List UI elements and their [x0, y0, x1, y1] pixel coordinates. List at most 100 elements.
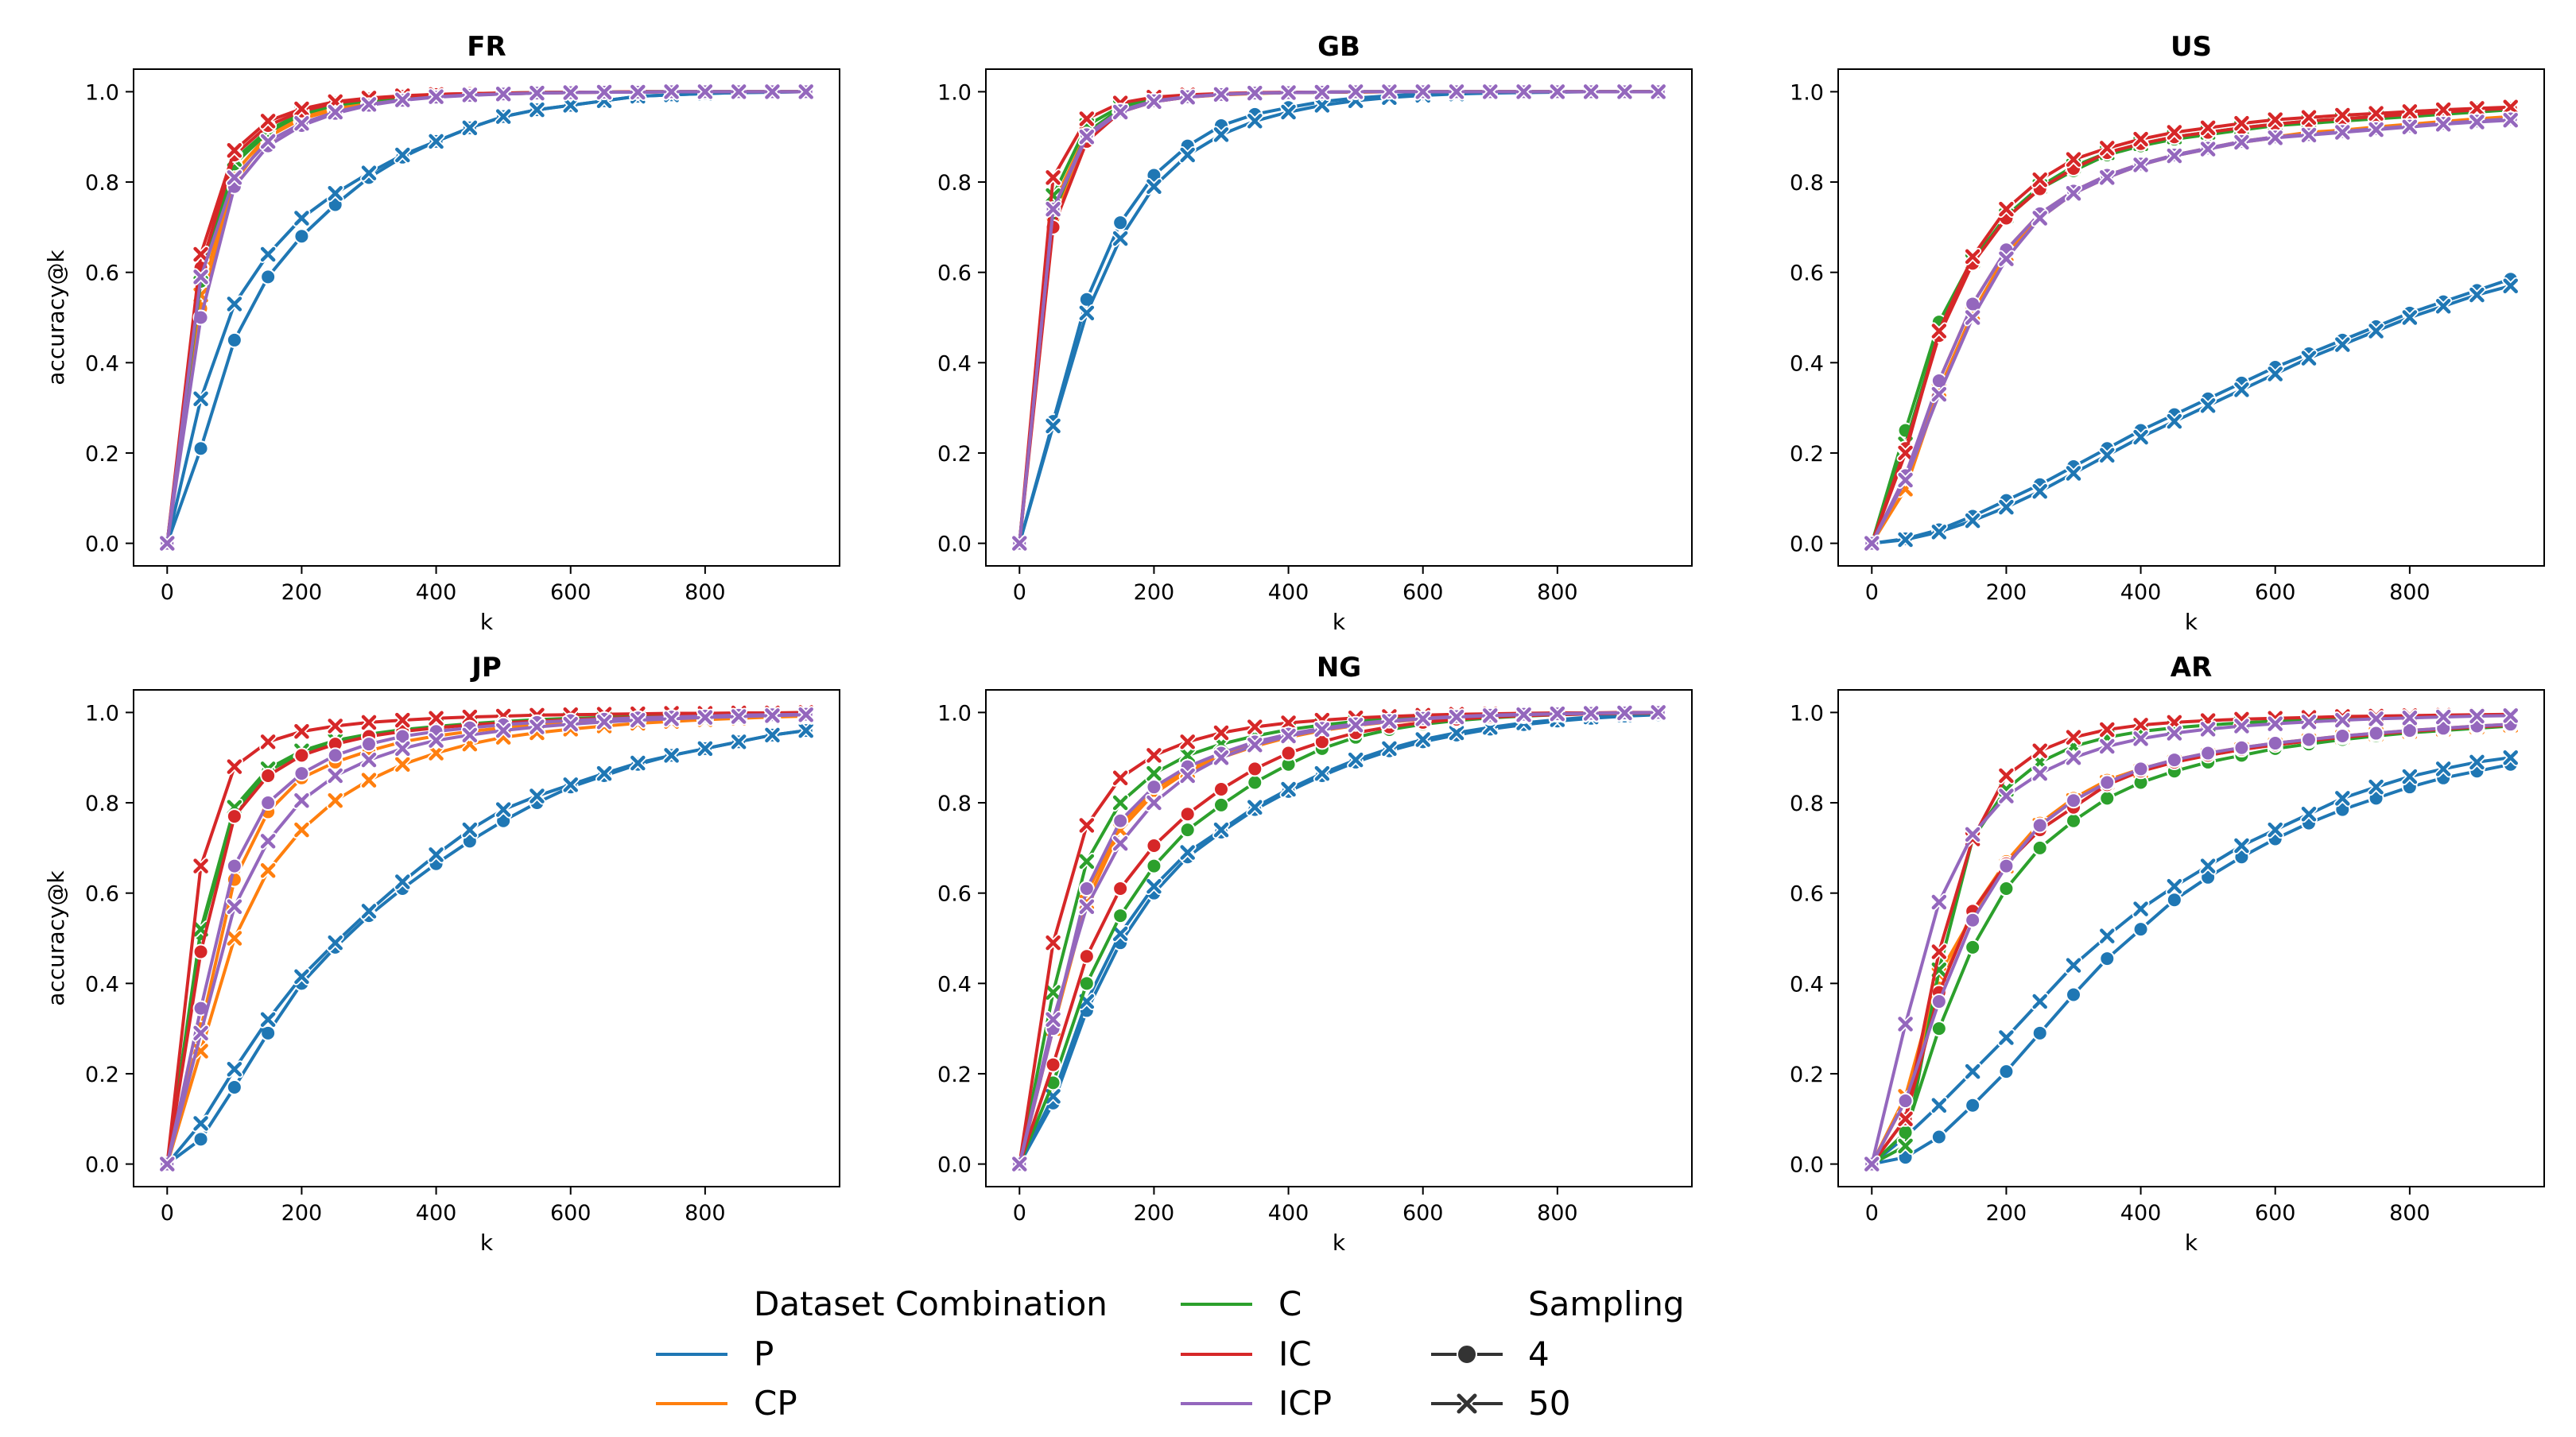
x-tick-label-ar-800: 800 [2389, 1201, 2431, 1226]
point-mark-us-p-50-600 [2268, 366, 2283, 382]
y-tick-label-us-0.0: 0.0 [1790, 533, 1824, 557]
point-mark-jp-ic-50-450 [462, 709, 478, 725]
point-mark-jp-ic-50-50 [193, 858, 208, 873]
point-mark-ar-p-50-500 [2200, 858, 2216, 873]
point-us-p-50-500 [2199, 397, 2217, 415]
point-mark-fr-ic-50-150 [260, 114, 276, 129]
axes-frame-gb [985, 68, 1693, 567]
y-axis-label-jp: accuracy@k [43, 870, 69, 1005]
point-us-icp-50-400 [2132, 156, 2150, 174]
point-mark-us-ic-50-150 [1965, 249, 1980, 265]
point-mark-us-p-50-350 [2100, 447, 2115, 463]
point-jp-icp-50-200 [293, 792, 311, 810]
point-mark-ar-p-50-800 [2402, 769, 2418, 784]
x-tick-label-gb-800: 800 [1537, 580, 1578, 605]
x-tick-label-ar-400: 400 [2120, 1201, 2162, 1226]
point-mark-fr-icp-50-800 [697, 84, 713, 99]
point-mark-ng-p-50-300 [1213, 822, 1229, 838]
point-mark-ar-p-50-650 [2301, 807, 2317, 822]
point-jp-ic-50-200 [293, 722, 311, 741]
point-mark-jp-p-50-650 [596, 765, 612, 781]
point-mark-us-icp-50-900 [2469, 114, 2485, 130]
point-ar-icp-50-500 [2199, 720, 2217, 738]
point-ng-icp-50-700 [1481, 707, 1499, 725]
point-ng-p-50-550 [1380, 739, 1399, 757]
point-mark-ar-p-50-100 [1931, 1098, 1947, 1113]
point-ar-p-50-750 [2367, 778, 2385, 796]
x-tick-label-jp-400: 400 [416, 1201, 457, 1226]
point-ar-icp-4-650 [2301, 731, 2317, 748]
point-ar-icp-50-900 [2468, 707, 2486, 725]
point-mark-fr-icp-50-550 [530, 85, 545, 101]
point-ar-icp-4-700 [2334, 727, 2351, 744]
point-mark-ar-icp-50-750 [2368, 711, 2384, 726]
legend-label-icp: ICP [1278, 1384, 1332, 1423]
point-mark-ar-icp-50-50 [1898, 1017, 1913, 1032]
point-ng-icp-50-350 [1246, 736, 1264, 754]
point-fr-p-50-500 [495, 107, 513, 126]
point-mark-ng-p-50-550 [1382, 741, 1397, 757]
point-mark-us-icp-50-450 [2167, 148, 2182, 164]
point-us-icp-50-800 [2400, 118, 2419, 136]
point-gb-p-50-300 [1212, 126, 1230, 144]
point-fr-p-50-350 [394, 145, 412, 164]
point-ng-ic-50-150 [1111, 769, 1130, 787]
point-mark-ng-p-50-600 [1415, 732, 1430, 747]
point-mark-ng-icp-50-400 [1281, 728, 1296, 744]
point-ar-p-50-200 [1997, 1028, 2015, 1047]
point-mark-ng-ic-50-250 [1180, 734, 1195, 749]
x-tick-label-gb-0: 0 [1013, 580, 1026, 605]
point-mark-ng-p-50-650 [1449, 725, 1465, 741]
point-mark-gb-icp-50-600 [1415, 84, 1430, 99]
point-jp-cp-50-150 [259, 862, 277, 880]
point-mark-fr-icp-50-300 [361, 97, 377, 112]
point-gb-icp-50-250 [1178, 88, 1197, 107]
point-us-ic-50-500 [2199, 118, 2217, 137]
subplot-us: US 0 200 400 600 800 0.0 0.2 0.4 0.6 0.8 1.0 k [1790, 31, 2545, 635]
x-axis-label-fr: k [480, 609, 494, 635]
point-mark-ar-p-50-300 [2066, 958, 2081, 973]
point-mark-gb-p-50-200 [1146, 179, 1162, 194]
point-mark-jp-cp-50-350 [395, 757, 410, 772]
point-mark-jp-icp-50-200 [294, 792, 309, 808]
point-mark-ng-icp-50-700 [1483, 708, 1498, 723]
point-jp-p-50-750 [662, 746, 681, 765]
point-jp-p-50-900 [763, 726, 782, 744]
point-us-p-50-950 [2501, 277, 2520, 295]
point-mark-ng-ic-50-350 [1247, 719, 1263, 734]
axes-frame-ar [1837, 689, 2545, 1187]
point-fr-icp-50-200 [293, 114, 311, 133]
legend-style-title: Sampling [1528, 1284, 1685, 1323]
point-mark-ar-icp-50-300 [2066, 749, 2081, 765]
point-mark-ng-ic-50-400 [1281, 715, 1296, 730]
point-mark-jp-icp-50-800 [697, 710, 713, 725]
point-mark-gb-icp-50-50 [1046, 201, 1061, 217]
point-mark-ar-icp-50-550 [2234, 718, 2249, 734]
point-ar-icp-50-350 [2098, 738, 2116, 756]
point-mark-us-ic-50-600 [2268, 112, 2283, 127]
y-tick-label-gb-0.8: 0.8 [937, 171, 972, 196]
point-fr-p-50-600 [561, 96, 580, 114]
series-us-p-50 [1863, 277, 2520, 552]
point-ar-ic-50-100 [1930, 943, 1948, 961]
point-ar-c-4-350 [2099, 790, 2116, 807]
point-ng-p-50-300 [1212, 821, 1230, 839]
point-mark-ng-icp-50-900 [1617, 705, 1632, 721]
y-tick-label-ng-0.8: 0.8 [937, 792, 972, 816]
point-ar-p-50-700 [2334, 789, 2352, 808]
point-mark-fr-p-50-250 [328, 186, 343, 201]
point-mark-gb-ic-50-50 [1046, 170, 1061, 185]
y-tick-label-jp-1.0: 1.0 [85, 701, 119, 726]
point-ar-c-50-50 [1896, 1137, 1915, 1155]
point-jp-icp-50-750 [662, 710, 681, 728]
point-fr-icp-50-800 [696, 83, 714, 101]
point-mark-us-p-50-300 [2066, 466, 2081, 481]
x-tick-label-us-0: 0 [1865, 580, 1879, 605]
point-mark-ar-p-50-450 [2167, 878, 2182, 894]
point-mark-ng-ic-50-50 [1046, 935, 1061, 951]
point-mark-ar-icp-50-650 [2301, 715, 2317, 730]
point-mark-us-ic-50-850 [2435, 102, 2451, 118]
point-jp-ic-4-200 [293, 747, 310, 764]
point-jp-icp-50-100 [225, 897, 243, 916]
point-fr-p-50-200 [293, 209, 311, 227]
